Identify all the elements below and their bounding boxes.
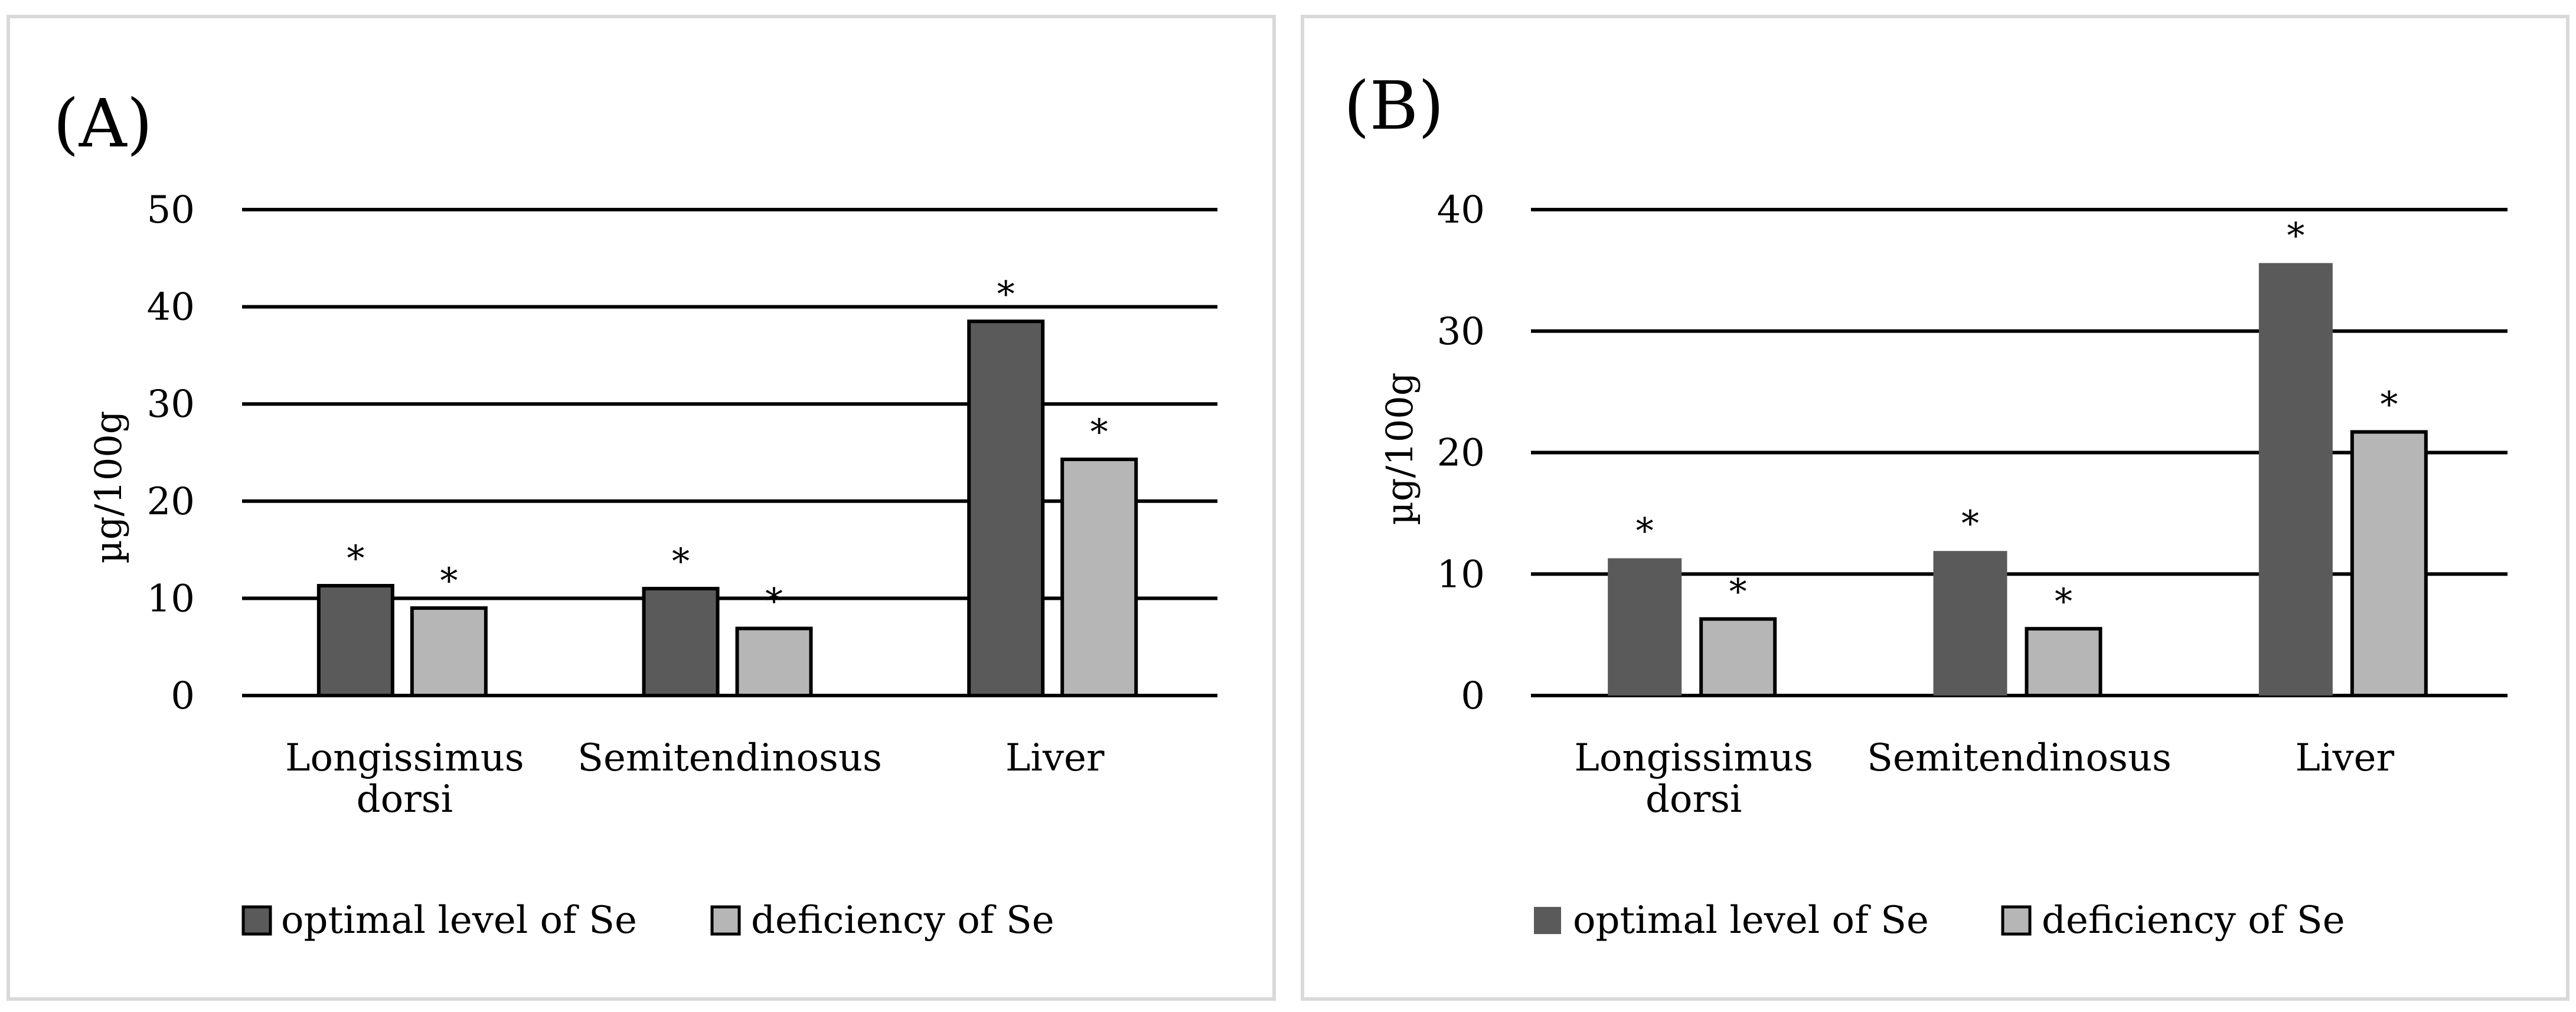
panel-b-legend: optimal level of Se deficiency of Se [1534,899,2345,942]
x-category-label: Semitendinosus [1867,736,2172,780]
bar [642,586,720,697]
bar [1060,458,1138,697]
significance-mark: * [997,273,1015,315]
x-category-label: Semitendinosus [577,736,882,780]
significance-mark: * [672,541,690,582]
bar [967,319,1045,697]
panel-a-y-axis-label: µg/100g [87,411,130,564]
y-tick-label: 30 [147,383,195,426]
panel-a-label: (A) [53,86,152,162]
bar [1699,617,1777,697]
panel-b-y-ticks: 0 10 20 30 40 [1437,188,1485,718]
x-category-label: dorsi [357,778,453,821]
panel-b-bars [1608,263,2428,698]
panel-a-significance-marks: * * * * * * [347,273,1108,622]
panel-b-y-axis-label: µg/100g [1378,373,1421,525]
significance-mark: * [765,580,783,622]
y-tick-label: 20 [147,480,195,524]
x-category-label: Longissimus [1574,736,1813,780]
significance-mark: * [1961,503,1979,544]
panel-b-legend-swatch-optimal [1534,907,1561,934]
x-category-label: Longissimus [285,736,524,780]
bar [2025,626,2102,698]
significance-mark: * [1636,511,1654,552]
panel-a-legend-swatch-optimal [241,905,272,936]
panel-a-legend-swatch-deficiency [710,905,741,936]
x-category-label: dorsi [1645,778,1742,821]
panel-b-legend-swatch-deficiency [2001,905,2032,936]
significance-mark: * [1091,412,1108,453]
panel-b-legend-label-deficiency: deficiency of Se [2042,899,2345,942]
y-tick-label: 50 [147,188,195,232]
y-tick-label: 10 [147,577,195,621]
bar [316,584,394,698]
panel-a-gridlines [242,208,1217,697]
significance-mark: * [2380,384,2398,426]
y-tick-label: 20 [1437,432,1485,475]
bar [735,626,813,698]
x-category-label: Liver [1005,736,1105,780]
panel-a-y-ticks: 0 10 20 30 40 50 [147,188,195,718]
y-tick-label: 10 [1437,553,1485,596]
bar [1608,558,1682,696]
y-tick-label: 30 [1437,310,1485,354]
panel-a-legend-label-optimal: optimal level of Se [281,899,637,942]
y-tick-label: 0 [171,674,195,718]
panel-b-label: (B) [1344,68,1444,145]
bar [410,606,488,697]
y-tick-label: 40 [1437,188,1485,232]
panel-a-legend-label-deficiency: deficiency of Se [751,899,1054,942]
panel-a-bars [316,319,1138,698]
y-tick-label: 40 [147,286,195,329]
significance-mark: * [2287,216,2304,257]
panel-b-legend-label-optimal: optimal level of Se [1573,899,1929,942]
bar [1933,551,2007,696]
x-category-label: Liver [2296,736,2395,780]
significance-mark: * [1729,571,1747,612]
bar [2258,263,2333,696]
panel-a-legend: optimal level of Se deficiency of Se [241,899,1054,942]
y-tick-label: 0 [1461,674,1485,718]
panel-b: (B) µg/100g 0 10 20 30 40 * * * * * * Longissimus… [1301,15,2570,1001]
significance-mark: * [2055,581,2072,622]
panel-b-significance-marks: * * * * * * [1636,216,2398,622]
bar [2350,430,2428,698]
significance-mark: * [347,538,364,579]
panel-b-gridlines [1531,208,2508,697]
significance-mark: * [440,560,458,602]
panel-a: (A) µg/100g 0 10 20 30 40 50 * * * * * * Longissim… [6,15,1276,1001]
